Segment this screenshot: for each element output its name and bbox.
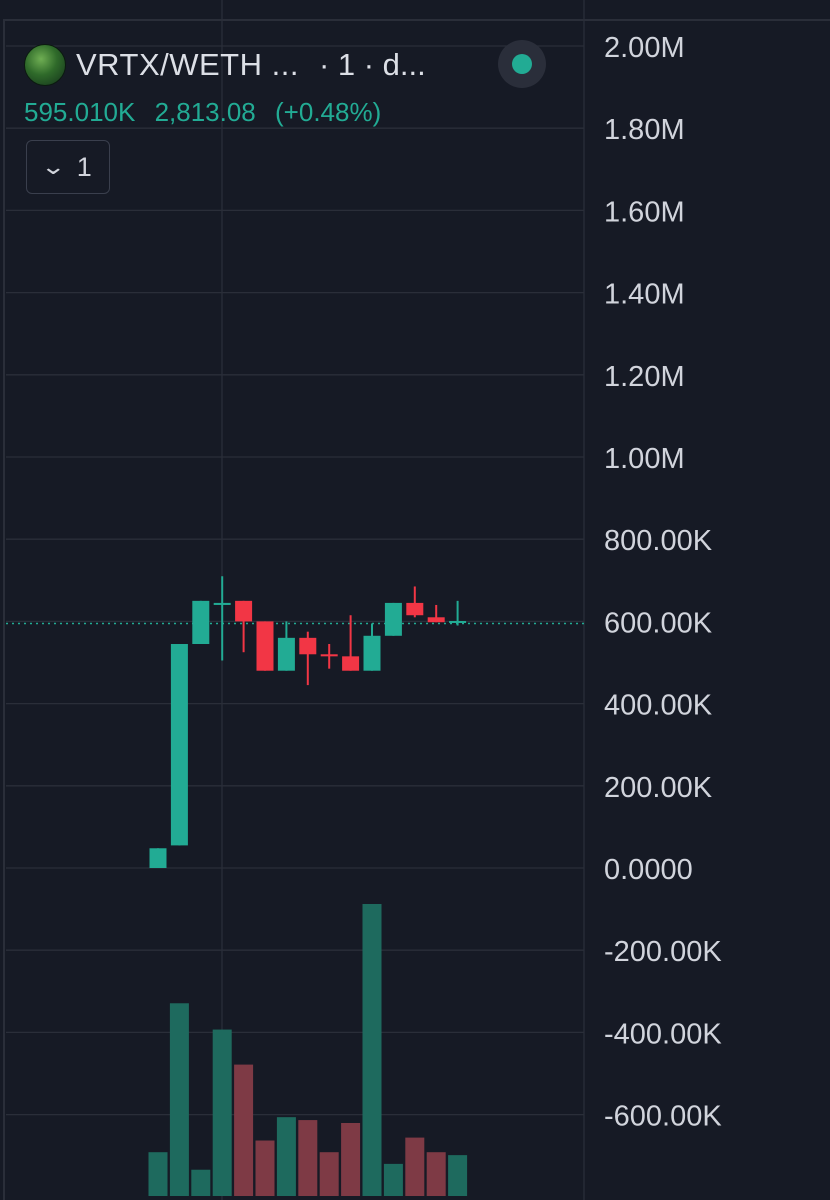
volume-bar (191, 1169, 211, 1196)
candle-body (406, 602, 424, 616)
y-axis-tick-label: 0.0000 (604, 854, 693, 886)
candle-body (427, 617, 445, 623)
candle-body (342, 656, 360, 671)
y-axis-tick-label: -600.00K (604, 1101, 722, 1133)
y-axis-tick-label: 200.00K (604, 772, 713, 804)
legend-change: (+0.48%) (275, 97, 382, 127)
y-axis-tick-label: 1.40M (604, 279, 685, 311)
chevron-down-icon: ⌄ (40, 154, 67, 179)
volume-bar (405, 1137, 425, 1196)
indicators-count: 1 (76, 151, 92, 182)
candle-body (149, 848, 167, 868)
candle-body (170, 644, 188, 846)
y-axis-tick-label: 1.80M (604, 114, 685, 146)
volume-bar (276, 1117, 296, 1196)
volume-bar (319, 1152, 339, 1196)
volume-bar (362, 904, 382, 1196)
candle-body (235, 600, 253, 622)
y-axis-tick-label: 1.00M (604, 443, 685, 475)
candle-body (192, 600, 210, 645)
candle-body (299, 637, 317, 655)
legend-price: 2,813.08 (154, 97, 256, 127)
interval-label[interactable]: · 1 · d... (318, 47, 426, 82)
volume-bar (426, 1152, 446, 1196)
legend-series-value: 595.010K (24, 97, 136, 127)
y-axis-tick-label: 400.00K (604, 690, 713, 722)
volume-bar (234, 1064, 254, 1196)
y-axis-tick-label: 1.20M (604, 361, 685, 393)
legend-values: 595.010K 2,813.08 (+0.48%) (24, 97, 393, 128)
volume-bar (448, 1155, 468, 1196)
candle-body (449, 620, 467, 623)
candle-body (256, 621, 274, 671)
y-axis-tick-label: 600.00K (604, 607, 713, 639)
market-status-dot-icon (512, 54, 532, 74)
volume-bar (255, 1140, 275, 1196)
chart-frame (3, 19, 830, 1200)
market-status-button[interactable] (498, 40, 546, 88)
candle-body (363, 635, 381, 671)
y-axis-tick-label: -200.00K (604, 936, 722, 968)
pair-name[interactable]: VRTX/WETH ... (76, 47, 299, 82)
candle-body (384, 602, 402, 636)
y-axis-tick-label: 800.00K (604, 525, 713, 557)
volume-bar (169, 1003, 189, 1196)
y-axis-tick-label: -400.00K (604, 1018, 722, 1050)
volume-bar (212, 1029, 232, 1196)
y-axis-tick-label: 1.60M (604, 196, 685, 228)
y-axis-tick-label: 2.00M (604, 32, 685, 64)
volume-bar (341, 1123, 361, 1196)
token-logo-icon (24, 44, 66, 86)
candle-body (277, 637, 295, 671)
volume-bar (298, 1120, 318, 1196)
indicators-collapse-button[interactable]: ⌄ 1 (26, 140, 110, 194)
candle-body (320, 654, 338, 657)
chart-header: VRTX/WETH ... · 1 · d... (24, 40, 426, 90)
volume-bar (148, 1152, 168, 1196)
candle-body (213, 602, 231, 605)
volume-bar (383, 1163, 403, 1196)
